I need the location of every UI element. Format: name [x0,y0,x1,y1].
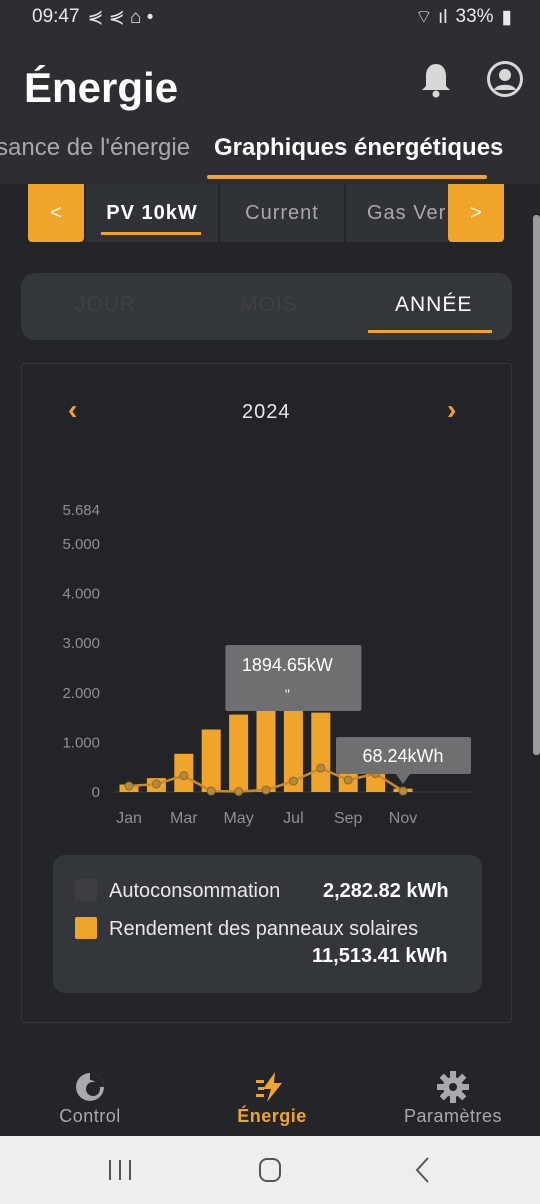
year-next-chevron-icon[interactable]: › [447,394,457,425]
x-tick-label: Mar [170,810,198,827]
x-tick-label: Jul [283,810,303,827]
x-tick-label: Jan [116,810,142,827]
self-consumption-point [316,763,326,773]
tab-underline [207,175,487,179]
home-icon[interactable] [250,1154,290,1186]
top-tabs: sance de l'énergie Graphiques énergétiqu… [0,130,540,184]
year-label: 2024 [242,401,291,423]
period-tab-day[interactable]: JOUR [75,293,137,316]
self-consumption-point [261,785,271,795]
chart-bar [256,704,276,792]
y-tick-label: 0 [92,784,100,801]
chart-legend: Autoconsommation 2,282.82 kWh Rendement … [53,855,482,993]
chart-bar [283,698,303,792]
peak-tooltip-subtext: " [285,686,290,702]
legend-label-solar-yield: Rendement des panneaux solaires [109,918,419,940]
chart-card: ‹ 2024 › 0 1.000 2.000 3.000 4.000 5.000 5.684… [21,363,512,1023]
y-tick-label: 3.000 [62,635,100,652]
control-icon [76,1073,104,1101]
nav-label: Énergie [237,1106,307,1126]
peak-tooltip-value: 1894.65kW [242,655,333,675]
legend-label-self-consumption: Autoconsommation [109,880,281,902]
chart-bar [229,714,249,792]
device-underline [101,232,201,235]
legend-value-solar-yield: 11,513.41 kWh [312,945,448,967]
device-next-button[interactable]: > [448,184,504,242]
device-tab-gas[interactable]: Gas Ver [346,184,448,242]
device-tab-label: PV 10kW [106,201,198,224]
device-prev-button[interactable]: < [28,184,84,242]
energy-bolt-icon [256,1072,282,1102]
status-time: 09:47 [32,6,80,27]
battery-level: 33% [455,6,494,27]
gear-icon [437,1071,469,1103]
self-consumption-point [206,786,216,796]
y-tick-label: 4.000 [62,586,100,603]
period-tab-year[interactable]: ANNÉE [395,293,473,316]
period-underline [368,330,492,333]
chart-bar [311,712,331,792]
user-account-icon[interactable] [486,60,524,98]
nav-energy[interactable]: Énergie [192,1070,352,1127]
battery-icon: ▮ [501,6,512,28]
self-consumption-point [234,787,244,797]
self-consumption-point [124,781,134,791]
tab-power[interactable]: sance de l'énergie [0,134,191,161]
system-nav-bar [0,1136,540,1204]
nav-label: Control [59,1106,121,1126]
device-tab-label: Gas Ver [367,201,447,224]
bottom-nav: Control Énergie Paramètres [0,1060,540,1136]
page-title: Énergie [24,64,179,111]
device-tab-label: Current [245,201,319,224]
app-header: Énergie sance de l'énergie Graphiques én… [0,34,540,184]
y-tick-label: 5.000 [62,536,100,553]
signal-icons: ⌔ ıl [414,7,448,28]
self-consumption-point [343,775,353,785]
peak-tooltip [225,645,362,711]
energy-chart[interactable]: 0 1.000 2.000 3.000 4.000 5.000 5.684 Jan Mar May… [22,364,513,844]
recent-apps-icon[interactable] [100,1154,140,1186]
device-selector: PV 10kW Current Gas Ver < > [28,184,506,244]
end-tooltip [336,737,471,774]
nav-settings[interactable]: Paramètres [373,1070,533,1127]
y-tick-label: 2.000 [62,685,100,702]
x-tick-label: Nov [389,810,417,827]
y-tick-label: 1.000 [62,734,100,751]
notification-icons: ⋞ ⋞ ⌂ • [87,6,154,28]
self-consumption-point [151,779,161,789]
self-consumption-point [288,776,298,786]
self-consumption-point [179,771,189,781]
chart-bar [201,729,221,792]
bell-icon[interactable] [420,62,452,98]
end-tooltip-value: 68.24kWh [362,746,443,766]
x-tick-label: May [223,810,253,827]
tab-energy-charts[interactable]: Graphiques énergétiques [214,134,504,161]
period-selector: JOUR MOIS ANNÉE [21,273,512,340]
back-icon[interactable] [404,1154,444,1186]
nav-control[interactable]: Control [10,1070,170,1127]
device-tab-current[interactable]: Current [220,184,344,242]
y-tick-label: 5.684 [62,502,100,519]
year-prev-chevron-icon[interactable]: ‹ [68,394,78,425]
legend-swatch-self-consumption [75,879,97,901]
self-consumption-point [398,786,408,796]
legend-value-self-consumption: 2,282.82 kWh [323,880,449,902]
scrollbar[interactable] [533,215,540,755]
end-tooltip-pointer [396,774,410,784]
x-tick-label: Sep [334,810,363,827]
period-tab-month[interactable]: MOIS [240,293,298,316]
status-bar: 09:47 ⋞ ⋞ ⌂ • ⌔ ıl 33% ▮ [0,0,540,34]
legend-swatch-solar-yield [75,917,97,939]
nav-label: Paramètres [403,1106,503,1126]
